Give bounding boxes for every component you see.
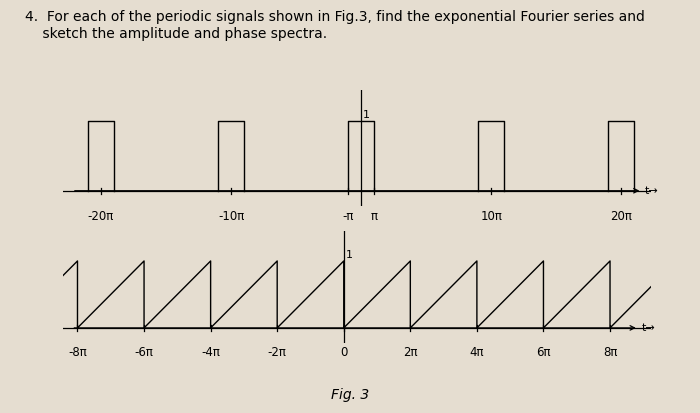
Text: Fig. 3: Fig. 3	[331, 387, 369, 401]
Text: 1: 1	[345, 249, 352, 259]
Text: 4.  For each of the periodic signals shown in Fig.3, find the exponential Fourie: 4. For each of the periodic signals show…	[25, 10, 645, 40]
Text: 1: 1	[363, 110, 370, 120]
Text: t→: t→	[645, 185, 658, 196]
Text: t→: t→	[642, 323, 656, 332]
